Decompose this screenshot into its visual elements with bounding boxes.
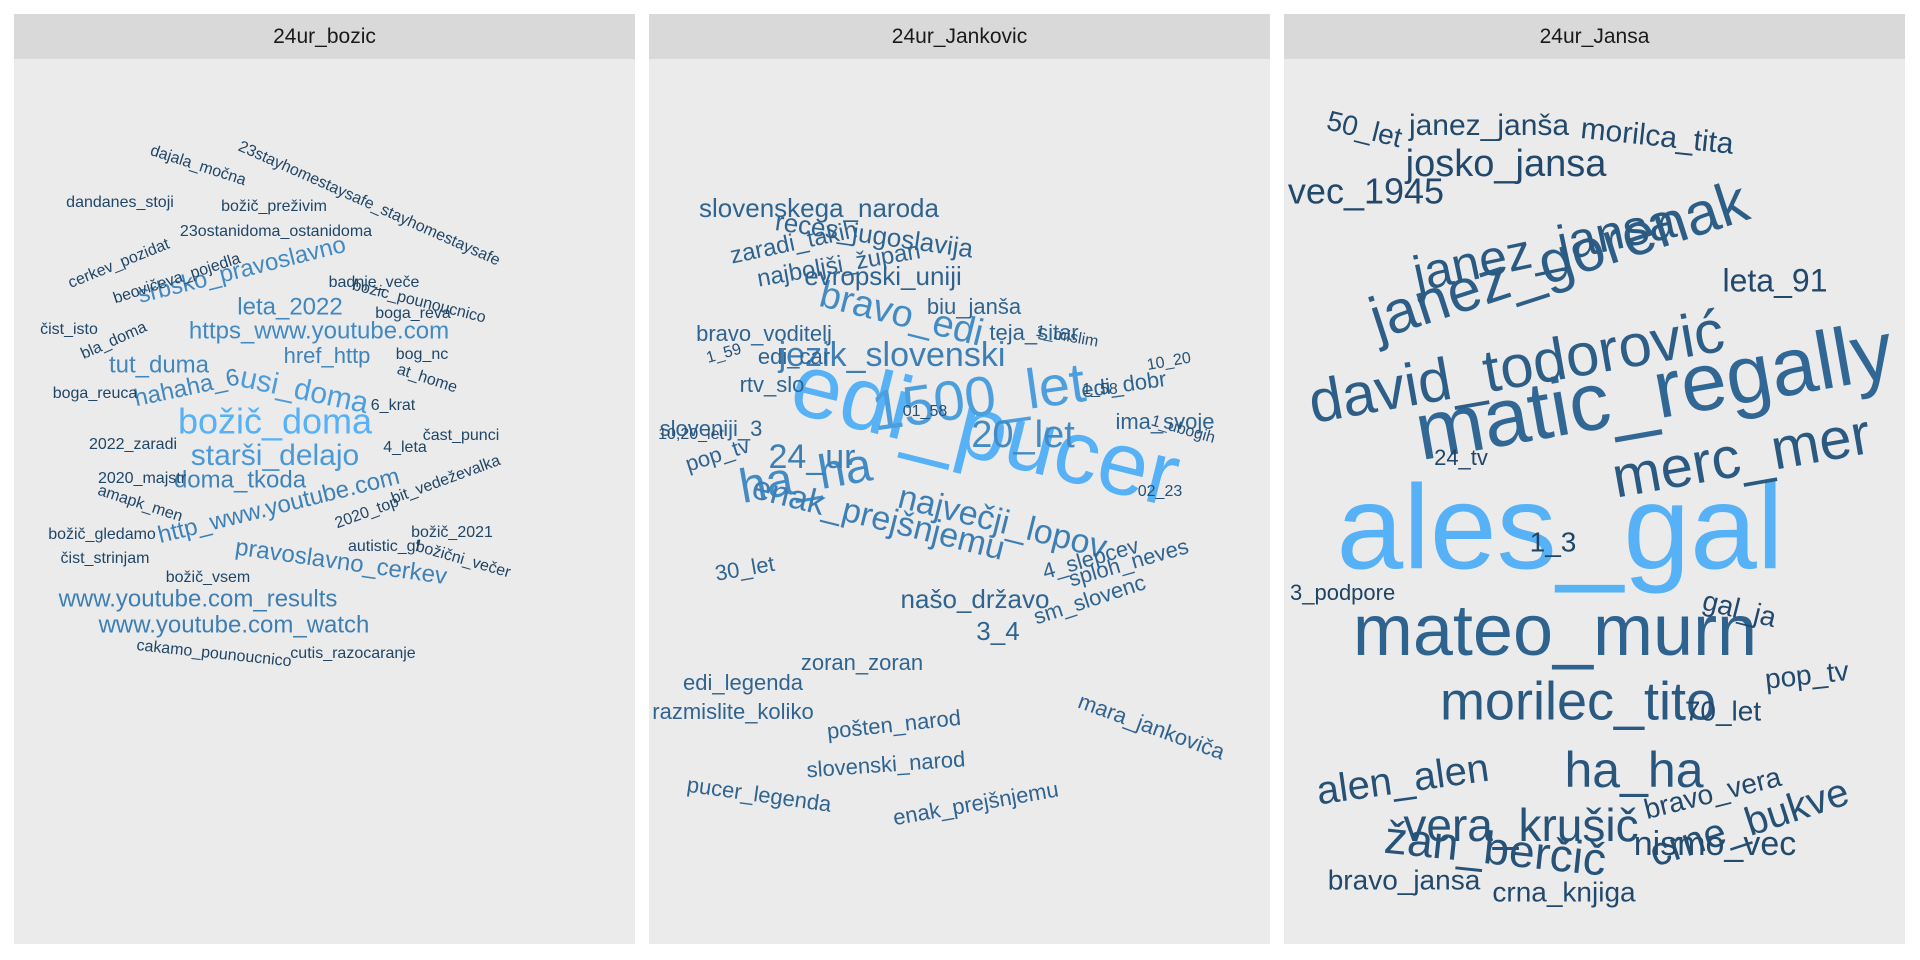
word-30-let: 30_let [713,551,776,586]
word-www-youtube-com-watch: www.youtube.com_watch [98,611,370,638]
word-1-58: 1_58 [1082,381,1118,398]
word-jezik-slovenski: jezik_slovenski [778,336,1006,374]
word-3-4: 3_4 [976,616,1019,646]
word-23ostanidoma-ostanidoma: 23ostanidoma_ostanidoma [180,223,372,240]
word-cloud: božič_doma usi_doma starši_delajo srbsko_pr… [14,59,635,944]
word-10-20: 10_20 [1146,349,1193,374]
word-24-ur: 24_ur [769,438,856,476]
word-pop-tv: pop_tv [1763,655,1850,695]
word-mara-jankovic-a: mara_jankoviča [1075,688,1229,764]
facet-strip-title: 24ur_Jankovic [649,14,1270,59]
word-leta-91: leta_91 [1723,262,1828,298]
word-boz-ic-2021: božič_2021 [411,524,493,541]
word-bog-nc: bog_nc [396,346,449,363]
word-badnje-vec-e: badnje_veče [329,274,420,291]
word-morilec-tito: morilec_tito [1440,671,1716,731]
word-c-ist-strinjam: čist_strinjam [61,550,150,567]
word-3-podpore: 3_podpore [1290,580,1395,605]
word-edi-car: edi_car [758,344,830,369]
word-leta-2022: leta_2022 [237,293,342,320]
word-bit-vedez-evalka: bit_vedeževalka [389,452,503,507]
word-cloud: edi_pucer 1500_let ha_ha 20_let bravo_edi jez… [649,59,1270,944]
word-20-let: 20_let [971,414,1075,456]
word-ales-gal: ales_gal [1336,461,1783,595]
word-70-let: 70_let [1685,695,1762,726]
facet-panel-bozic: 24ur_bozic božič_doma usi_doma starši_dela… [14,14,635,944]
facet-strip-title: 24ur_Jansa [1284,14,1905,59]
word-boz-ic-prez-ivim: božič_preživim [221,198,327,215]
word-c-ast-punci: čast_punci [423,427,500,444]
word-biu-jans-a: biu_janša [927,294,1022,319]
word-c-ist-isto: čist_isto [40,321,98,338]
word-01-58: 01_58 [903,403,948,420]
word-ha-ha: ha_ha [1564,742,1703,798]
word-2022-zaradi: 2022_zaradi [89,436,177,453]
word-vec-1945: vec_1945 [1288,171,1444,212]
word-24-tv: 24_tv [1434,445,1488,470]
facet-panel-jankovic: 24ur_Jankovic edi_pucer 1500_let ha_ha 20_l… [649,14,1270,944]
word-autistic-gf: autistic_gf [348,538,421,555]
word-slovenski-narod: slovenski_narod [806,746,966,782]
word-bravo-jansa: bravo_jansa [1328,864,1481,895]
word-1-3: 1_3 [1530,526,1577,557]
facet-panel-jansa: 24ur_Jansa ales_gal matic_regally mateo_mu… [1284,14,1905,944]
word-dandanes-stoji: dandanes_stoji [66,194,174,211]
facet-strip-title: 24ur_bozic [14,14,635,59]
word-boz-ic-doma: božič_doma [178,401,373,442]
word-dajala-moc-na: dajala_močna [148,142,248,189]
word-nismo-vec: nismo_vec [1634,825,1797,863]
word-teja-sitar: teja_sitar [989,320,1078,345]
word-edi-legenda: edi_legenda [683,670,804,695]
word-slovenskega-naroda: slovenskega_naroda [699,193,939,223]
word-boga-reva: boga_reva [375,305,451,322]
word-bravo-voditelj: bravo_voditelj [696,321,832,346]
word-crna-knjiga: crna_knjiga [1492,876,1636,907]
word-cloud-svg: božič_domausi_domastarši_delajosrbsko_pr… [40,138,513,670]
word-cloud-svg: ales_galmatic_regallymateo_murndavid_tod… [1288,105,1900,908]
word-https-www-youtube-com: https_www.youtube.com [189,317,449,344]
word-sloveniji-3: sloveniji_3 [660,416,763,441]
word-6-krat: 6_krat [371,397,416,414]
word-cutis-razocaranje: cutis_razocaranje [290,645,416,662]
word-amapk-men: amapk_men [96,482,185,525]
word-50-let: 50_let [1324,105,1406,154]
word-cakamo-pounoucnico: cakamo_pounoucnico [136,637,293,670]
word-2020-majstr: 2020_majstr [98,470,187,487]
word-boga-reuca: boga_reuca [53,385,138,402]
word-boz-ic-vsem: božič_vsem [166,569,250,586]
word-janez-jans-a: janez_janša [1408,109,1569,142]
word-rtv-slo: rtv_slo [740,372,805,397]
word-cloud-svg: edi_pucer1500_letha_ha20_letbravo_edijez… [652,193,1229,830]
word-href-http: href_http [284,343,371,368]
word-stars-i-delajo: starši_delajo [191,439,359,472]
word-nas-o-drz-avo: našo_državo [901,584,1050,614]
word-10-20-let: 10,20_let [658,426,724,443]
word-at-home: at_home [395,361,460,396]
word-zoran-zoran: zoran_zoran [801,650,923,675]
word-vera-krus-ic: vera_krušič [1403,799,1638,851]
word-www-youtube-com-results: www.youtube.com_results [58,585,338,612]
word-josko-jansa: josko_jansa [1405,143,1608,185]
word-02-23: 02_23 [1138,483,1183,500]
word-doma-tkoda: doma_tkoda [174,466,307,493]
word-razmislite-koliko: razmislite_koliko [652,699,813,724]
word-evropski-uniji: evropski_uniji [804,261,962,291]
word-pos-ten-narod: pošten_narod [826,705,962,744]
word-enak-prejs-njemu: enak_prejšnjemu [891,776,1060,830]
word-boz-ic-gledamo: božič_gledamo [48,526,156,543]
word-mateo-murn: mateo_murn [1353,591,1757,671]
word-tut-duma: tut_duma [109,351,210,378]
word-cloud: ales_gal matic_regally mateo_murn david_tod… [1284,59,1905,944]
word-4-leta: 4_leta [383,439,427,456]
word-ima-svoje: ima_svoje [1115,409,1214,434]
